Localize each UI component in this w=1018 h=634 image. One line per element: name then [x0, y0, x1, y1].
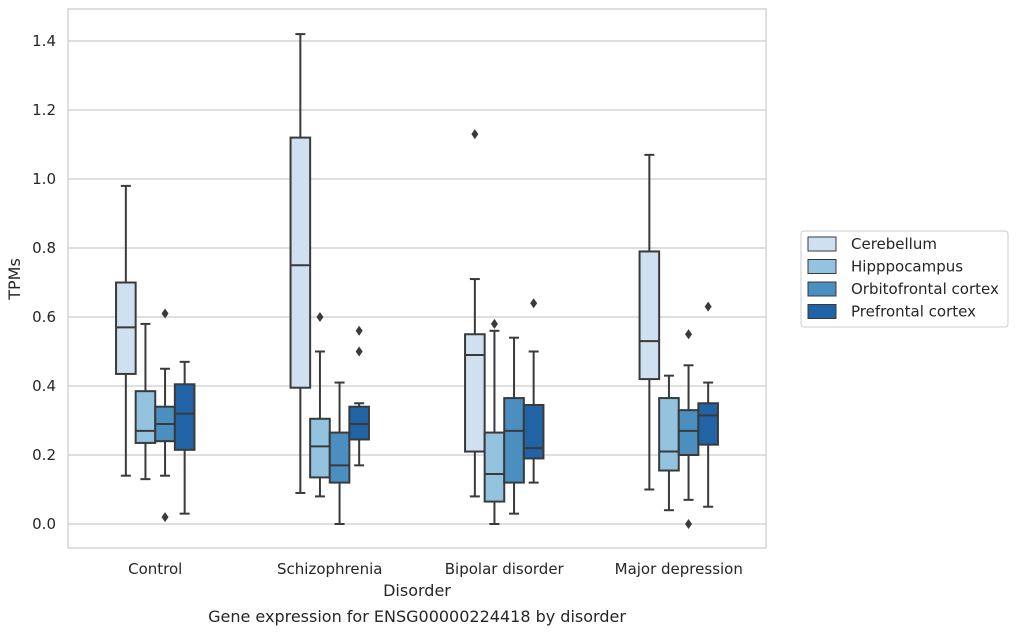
- box-iqr: [289, 136, 312, 389]
- legend-swatch: [807, 259, 837, 274]
- box-hipppocampus-bipolar-disorder: [483, 318, 506, 525]
- legend: Cerebellum Hipppocampus Orbitofrontal cort…: [800, 230, 1009, 328]
- outlier-point: [355, 325, 363, 336]
- box-iqr: [309, 417, 331, 479]
- box-cerebellum-bipolar-disorder: [464, 129, 486, 498]
- legend-label: Orbitofrontal cortex: [851, 280, 999, 298]
- y-tick-label: 1.2: [32, 101, 56, 119]
- legend-frame: [800, 230, 1009, 328]
- x-tick-labels: Control Schizophrenia Bipolar disorder Majo…: [128, 560, 743, 578]
- outlier-point: [471, 129, 479, 140]
- legend-label: Hipppocampus: [851, 258, 963, 276]
- outlier-point: [161, 308, 169, 319]
- box-hipppocampus-schizophrenia: [309, 312, 331, 498]
- outlier-point: [530, 298, 538, 309]
- y-tick-label: 0.0: [32, 515, 56, 533]
- y-tick-label: 0.2: [32, 446, 56, 464]
- box-iqr: [503, 397, 525, 484]
- plot-frame: [67, 8, 767, 549]
- box-iqr: [697, 402, 719, 446]
- outlier-point: [355, 346, 363, 357]
- x-tick-label: Bipolar disorder: [445, 560, 565, 578]
- box-orbitofrontal-cortex-schizophrenia: [328, 381, 351, 525]
- box-prefrontal-cortex-control: [173, 360, 196, 515]
- box-prefrontal-cortex-major-depression: [697, 301, 719, 508]
- legend-swatch: [807, 236, 837, 252]
- box-iqr: [658, 397, 680, 472]
- box-orbitofrontal-cortex-bipolar-disorder: [503, 336, 525, 515]
- y-tick-label: 0.8: [32, 239, 56, 257]
- box-cerebellum-major-depression: [638, 153, 661, 491]
- box-cerebellum-control: [115, 184, 137, 477]
- box-cerebellum-schizophrenia: [289, 33, 312, 494]
- box-iqr: [638, 250, 661, 381]
- x-tick-label: Major depression: [615, 560, 743, 578]
- x-tick-label: Schizophrenia: [277, 560, 382, 578]
- box-iqr: [173, 383, 196, 451]
- y-tick-label: 1.4: [32, 32, 56, 50]
- x-axis-title: Disorder: [383, 581, 451, 600]
- outlier-point: [316, 312, 324, 322]
- y-tick-label: 0.4: [32, 377, 56, 395]
- box-orbitofrontal-cortex-control: [154, 308, 176, 523]
- legend-label: Cerebellum: [851, 235, 937, 253]
- y-tick-labels: 0.0 0.2 0.4 0.6 0.8 1.0 1.2 1.4: [32, 32, 56, 533]
- legend-items: Cerebellum Hipppocampus Orbitofrontal cort…: [807, 235, 999, 321]
- legend-swatch: [807, 304, 837, 319]
- box-prefrontal-cortex-schizophrenia: [348, 325, 370, 467]
- legend-swatch: [807, 281, 837, 297]
- box-iqr: [134, 390, 157, 444]
- y-tick-label: 1.0: [32, 170, 56, 188]
- box-hipppocampus-major-depression: [658, 374, 680, 512]
- box-iqr: [522, 403, 545, 460]
- box-orbitofrontal-cortex-major-depression: [677, 329, 700, 529]
- box-iqr: [328, 431, 351, 484]
- outlier-point: [685, 519, 693, 529]
- box-prefrontal-cortex-bipolar-disorder: [522, 298, 545, 484]
- box-hipppocampus-control: [134, 322, 157, 481]
- outlier-point: [685, 329, 693, 340]
- x-tick-label: Control: [128, 560, 182, 578]
- outlier-point: [704, 301, 712, 312]
- box-iqr: [677, 409, 700, 456]
- outlier-point: [161, 512, 169, 523]
- box-iqr: [464, 333, 486, 453]
- outlier-point: [490, 318, 498, 329]
- chart-title: Gene expression for ENSG00000224418 by d…: [208, 607, 626, 626]
- y-axis-title: TPMs: [5, 258, 24, 301]
- box-series: [115, 33, 719, 529]
- legend-label: Prefrontal cortex: [851, 303, 976, 321]
- box-iqr: [483, 431, 506, 503]
- y-tick-label: 0.6: [32, 308, 56, 326]
